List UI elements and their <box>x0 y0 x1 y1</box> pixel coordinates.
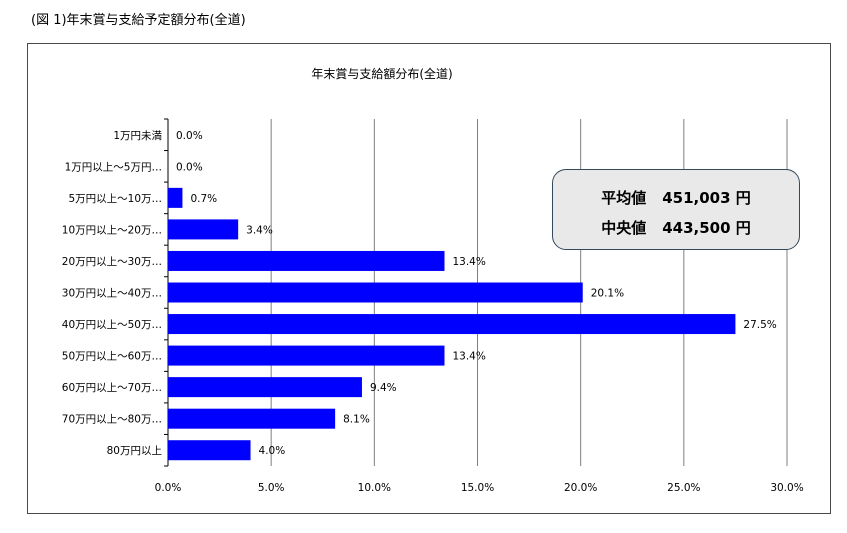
bar <box>168 314 736 335</box>
bars <box>168 187 736 461</box>
median-value: 443,500 円 <box>662 219 751 237</box>
category-label: 80万円以上 <box>107 445 162 457</box>
bar <box>168 187 183 208</box>
value-label: 8.1% <box>343 414 370 426</box>
category-label: 10万円以上～20万… <box>62 224 162 236</box>
value-label: 9.4% <box>370 382 397 394</box>
value-label: 4.0% <box>259 445 286 457</box>
value-label: 0.7% <box>190 193 217 205</box>
value-label: 0.0% <box>176 161 203 173</box>
category-label: 70万円以上～80万… <box>62 414 162 426</box>
value-label: 0.0% <box>176 130 203 142</box>
value-labels: 0.0% 0.0% 0.7% 3.4% 13.4% 20.1% 27.5% 13.4% 9.4%… <box>176 130 777 457</box>
category-label: 20万円以上～30万… <box>62 256 162 268</box>
category-label: 5万円以上～10万… <box>68 193 162 205</box>
mean-row: 平均値 451,003 円 <box>553 187 799 208</box>
bar <box>168 219 239 240</box>
median-label: 中央値 <box>601 219 647 237</box>
x-tick-label: 20.0% <box>564 482 597 494</box>
x-tick-label: 10.0% <box>358 482 391 494</box>
chart-frame: 年末賞与支給額分布(全道) 1万円未満 1万円以上～5万円… 5万円以上～10万… 1… <box>27 43 831 514</box>
bar <box>168 377 362 398</box>
x-tick-label: 5.0% <box>258 482 285 494</box>
chart-title: 年末賞与支給額分布(全道) <box>311 66 452 81</box>
category-label: 40万円以上～50万… <box>62 319 162 331</box>
bar <box>168 345 445 366</box>
figure-caption: (図 1)年末賞与支給予定額分布(全道) <box>31 13 246 28</box>
mean-value: 451,003 円 <box>662 189 751 207</box>
x-tick-label: 15.0% <box>461 482 494 494</box>
category-label: 1万円以上～5万円… <box>65 161 162 173</box>
value-label: 20.1% <box>591 288 624 300</box>
bar <box>168 250 445 271</box>
x-tick-label: 30.0% <box>770 482 803 494</box>
bar <box>168 408 336 429</box>
stats-box: 平均値 451,003 円 中央値 443,500 円 <box>552 169 800 250</box>
category-label: 1万円未満 <box>113 130 162 142</box>
value-label: 27.5% <box>743 319 776 331</box>
category-label: 50万円以上～60万… <box>62 351 162 363</box>
x-tick-label: 25.0% <box>667 482 700 494</box>
mean-label: 平均値 <box>601 189 647 207</box>
x-tick-label: 0.0% <box>155 482 182 494</box>
bar <box>168 440 251 461</box>
bar-chart: 年末賞与支給額分布(全道) 1万円未満1万円以上～5万円…5万円以上～10万…1… <box>62 66 804 494</box>
category-label: 60万円以上～70万… <box>62 382 162 394</box>
x-tick-labels: 0.0% 5.0% 10.0% 15.0% 20.0% 25.0% 30.0% <box>155 482 804 494</box>
value-label: 13.4% <box>452 351 485 363</box>
median-row: 中央値 443,500 円 <box>553 217 799 238</box>
bar <box>168 282 583 303</box>
category-labels: 1万円未満 1万円以上～5万円… 5万円以上～10万… 10万円以上～20万… 20万円… <box>62 130 163 457</box>
category-label: 30万円以上～40万… <box>62 288 162 300</box>
value-label: 3.4% <box>246 224 273 236</box>
value-label: 13.4% <box>452 256 485 268</box>
